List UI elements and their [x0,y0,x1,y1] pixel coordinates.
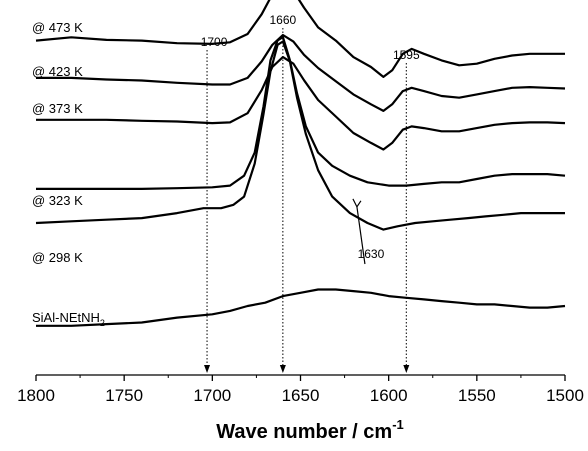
x-tick-label: 1500 [546,386,584,405]
series-line [35,0,565,78]
annotation-arrow [356,206,366,265]
annotation-arrowhead [352,198,362,209]
x-axis: 1800 1750 1700 1650 1600 1550 1500 [17,374,584,405]
x-tick-label: 1700 [193,386,231,405]
annotation-label: 1630 [358,247,385,261]
x-tick-label: 1800 [17,386,55,405]
series-line [36,33,566,112]
series-label: @ 473 K [32,20,83,35]
reference-arrowhead [403,365,410,373]
series-label: @ 373 K [32,101,83,116]
series-line [36,56,566,151]
series-lines [35,0,566,327]
reference-line-label: 1660 [270,13,297,27]
x-axis-label: Wave number / cm-1 [216,417,404,443]
x-tick-label: 1550 [458,386,496,405]
series-label: @ 323 K [32,193,83,208]
reference-line-label: 1700 [201,35,228,49]
series-line [35,40,565,231]
series-label: @ 298 K [32,250,83,265]
series-line [36,36,566,190]
series-line [36,288,566,327]
x-tick-label: 1600 [370,386,408,405]
series-labels: @ 473 K @ 423 K @ 373 K @ 323 K @ 298 K SiAl-… [32,20,105,328]
reference-arrowhead [279,365,286,373]
x-tick-label: 1650 [282,386,320,405]
series-label: SiAl-NEtNH2 [32,310,105,328]
reference-arrowhead [204,365,211,373]
x-tick-label: 1750 [105,386,143,405]
annotation: 1630 [352,198,385,265]
series-label: @ 423 K [32,64,83,79]
